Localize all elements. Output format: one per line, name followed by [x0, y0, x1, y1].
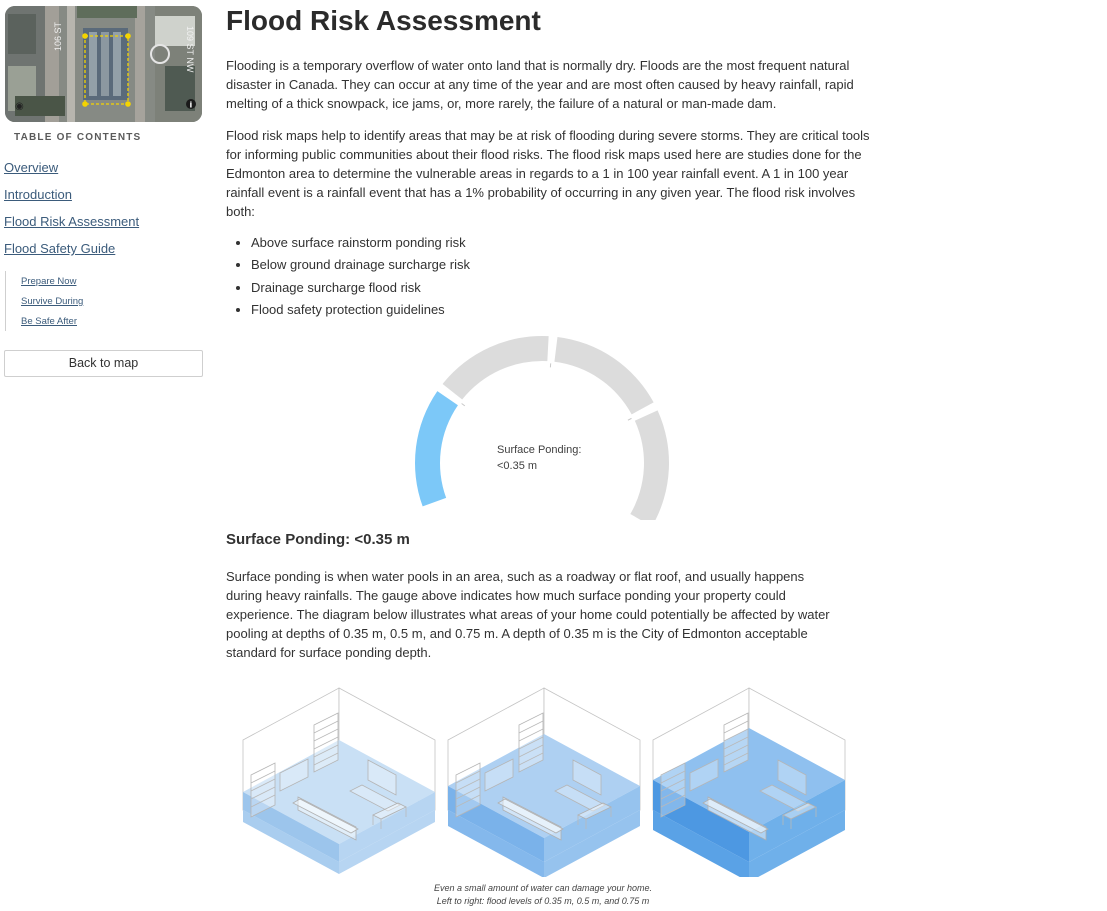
- list-item: Drainage surcharge flood risk: [251, 278, 470, 300]
- toc-subitem-be-safe-after[interactable]: Be Safe After: [21, 316, 77, 327]
- water-front: [448, 810, 544, 877]
- shelf-line: [313, 720, 339, 734]
- furniture-bookshelf: [313, 712, 339, 773]
- diagram-caption: Even a small amount of water can damage …: [343, 882, 743, 908]
- furniture-cabinet: [279, 758, 309, 792]
- ponding-paragraph: Surface ponding is when water pools in a…: [226, 569, 830, 660]
- shelf-line: [313, 728, 339, 742]
- shelf-line: [518, 728, 544, 742]
- shelf-line: [660, 778, 686, 792]
- shelf-line: [518, 736, 544, 750]
- water-side: [749, 810, 845, 877]
- gauge-label-value: <0.35 m: [497, 460, 538, 472]
- toc-item-flood-risk-assessment[interactable]: Flood Risk Assessment: [4, 214, 140, 229]
- gauge-segment: [630, 410, 669, 520]
- water-side: [544, 810, 640, 877]
- back-to-map-button[interactable]: Back to map: [4, 350, 203, 377]
- shelf-line: [723, 720, 749, 734]
- shelf-line: [250, 770, 276, 784]
- gauge-segment: [442, 336, 549, 400]
- furniture-cabinet: [484, 758, 514, 792]
- furniture-tv: [367, 759, 397, 796]
- shelf-line: [455, 786, 481, 800]
- sidebar: ◉ i 106 ST 109 ST NW TABLE OF CONTENTS O…: [0, 0, 210, 911]
- gauge-tick: [627, 417, 632, 421]
- shelf-line: [455, 794, 481, 808]
- water-front: [653, 810, 749, 877]
- caption-line-1: Even a small amount of water can damage …: [433, 883, 653, 893]
- water-edge: [653, 780, 749, 862]
- shelf-line: [455, 770, 481, 784]
- flood-risk-list: Above surface rainstorm ponding risk Bel…: [251, 233, 470, 322]
- furniture-sofa-seat: [292, 798, 359, 834]
- gauge-segment: [554, 336, 654, 415]
- shelf-line: [660, 794, 686, 808]
- compass-icon: ◉: [15, 101, 24, 112]
- aerial-map-image: ◉ i: [5, 6, 202, 122]
- water-edge: [749, 780, 845, 862]
- shelf-line: [723, 744, 749, 758]
- list-item: Below ground drainage surcharge risk: [251, 255, 470, 277]
- furniture-sofa-seat: [702, 798, 769, 834]
- gauge-tick: [461, 403, 466, 407]
- furniture-tv: [777, 759, 807, 796]
- shelf-line: [455, 778, 481, 792]
- toc-subitem-survive-during[interactable]: Survive During: [21, 296, 84, 307]
- shelf-line: [518, 720, 544, 734]
- list-item: Above surface rainstorm ponding risk: [251, 233, 470, 255]
- water-side: [339, 810, 435, 874]
- overview-map[interactable]: ◉ i 106 ST 109 ST NW: [5, 6, 202, 122]
- map-street-label-b: 109 ST NW: [185, 26, 195, 73]
- flood-maps-paragraph: Flood risk maps help to identify areas t…: [226, 128, 870, 219]
- gauge-segment: [415, 391, 458, 507]
- furniture-bookshelf: [723, 712, 749, 773]
- ponding-subheading: Surface Ponding: <0.35 m: [226, 531, 410, 548]
- shelf-line: [313, 736, 339, 750]
- shelf-line: [518, 752, 544, 766]
- furniture-shelf: [250, 762, 276, 818]
- flood-level-diagram: [242, 687, 846, 877]
- toc-item-introduction[interactable]: Introduction: [4, 187, 72, 202]
- furniture-bookshelf: [518, 712, 544, 773]
- furniture-tv-stand: [759, 784, 811, 812]
- toc-subitem-prepare-now[interactable]: Prepare Now: [21, 276, 77, 287]
- page-title: Flood Risk Assessment: [226, 5, 541, 36]
- water-edge: [339, 792, 435, 862]
- furniture-tv-stand: [349, 784, 401, 812]
- toc-item-overview[interactable]: Overview: [4, 160, 59, 175]
- info-icon: i: [190, 101, 193, 110]
- furniture-tv-stand: [554, 784, 606, 812]
- furniture-tv: [572, 759, 602, 796]
- water-edge: [243, 792, 339, 862]
- ponding-gauge: [415, 336, 669, 520]
- water-edge: [448, 786, 544, 862]
- furniture-sofa-seat: [497, 798, 564, 834]
- shelf-line: [518, 744, 544, 758]
- toc-item-flood-safety-guide[interactable]: Flood Safety Guide: [4, 241, 116, 256]
- shelf-line: [313, 744, 339, 758]
- toc-subsection-divider: [5, 271, 125, 331]
- list-item: Flood safety protection guidelines: [251, 300, 470, 322]
- shelf-line: [250, 794, 276, 808]
- shelf-line: [313, 752, 339, 766]
- water-edge: [544, 786, 640, 862]
- toc-heading: TABLE OF CONTENTS: [14, 132, 142, 143]
- shelf-line: [723, 728, 749, 742]
- shelf-line: [660, 770, 686, 784]
- map-street-label-a: 106 ST: [53, 21, 63, 51]
- furniture-shelf: [455, 762, 481, 818]
- shelf-line: [723, 752, 749, 766]
- furniture-cabinet: [689, 758, 719, 792]
- shelf-line: [250, 786, 276, 800]
- gauge-label: Surface Ponding: <0.35 m: [497, 442, 581, 474]
- caption-line-2: Left to right: flood levels of 0.35 m, 0…: [436, 896, 650, 906]
- furniture-shelf: [660, 762, 686, 818]
- shelf-line: [723, 736, 749, 750]
- shelf-line: [660, 786, 686, 800]
- water-front: [243, 810, 339, 874]
- shelf-line: [250, 778, 276, 792]
- gauge-label-title: Surface Ponding:: [497, 444, 582, 456]
- intro-paragraph: Flooding is a temporary overflow of wate…: [226, 58, 854, 111]
